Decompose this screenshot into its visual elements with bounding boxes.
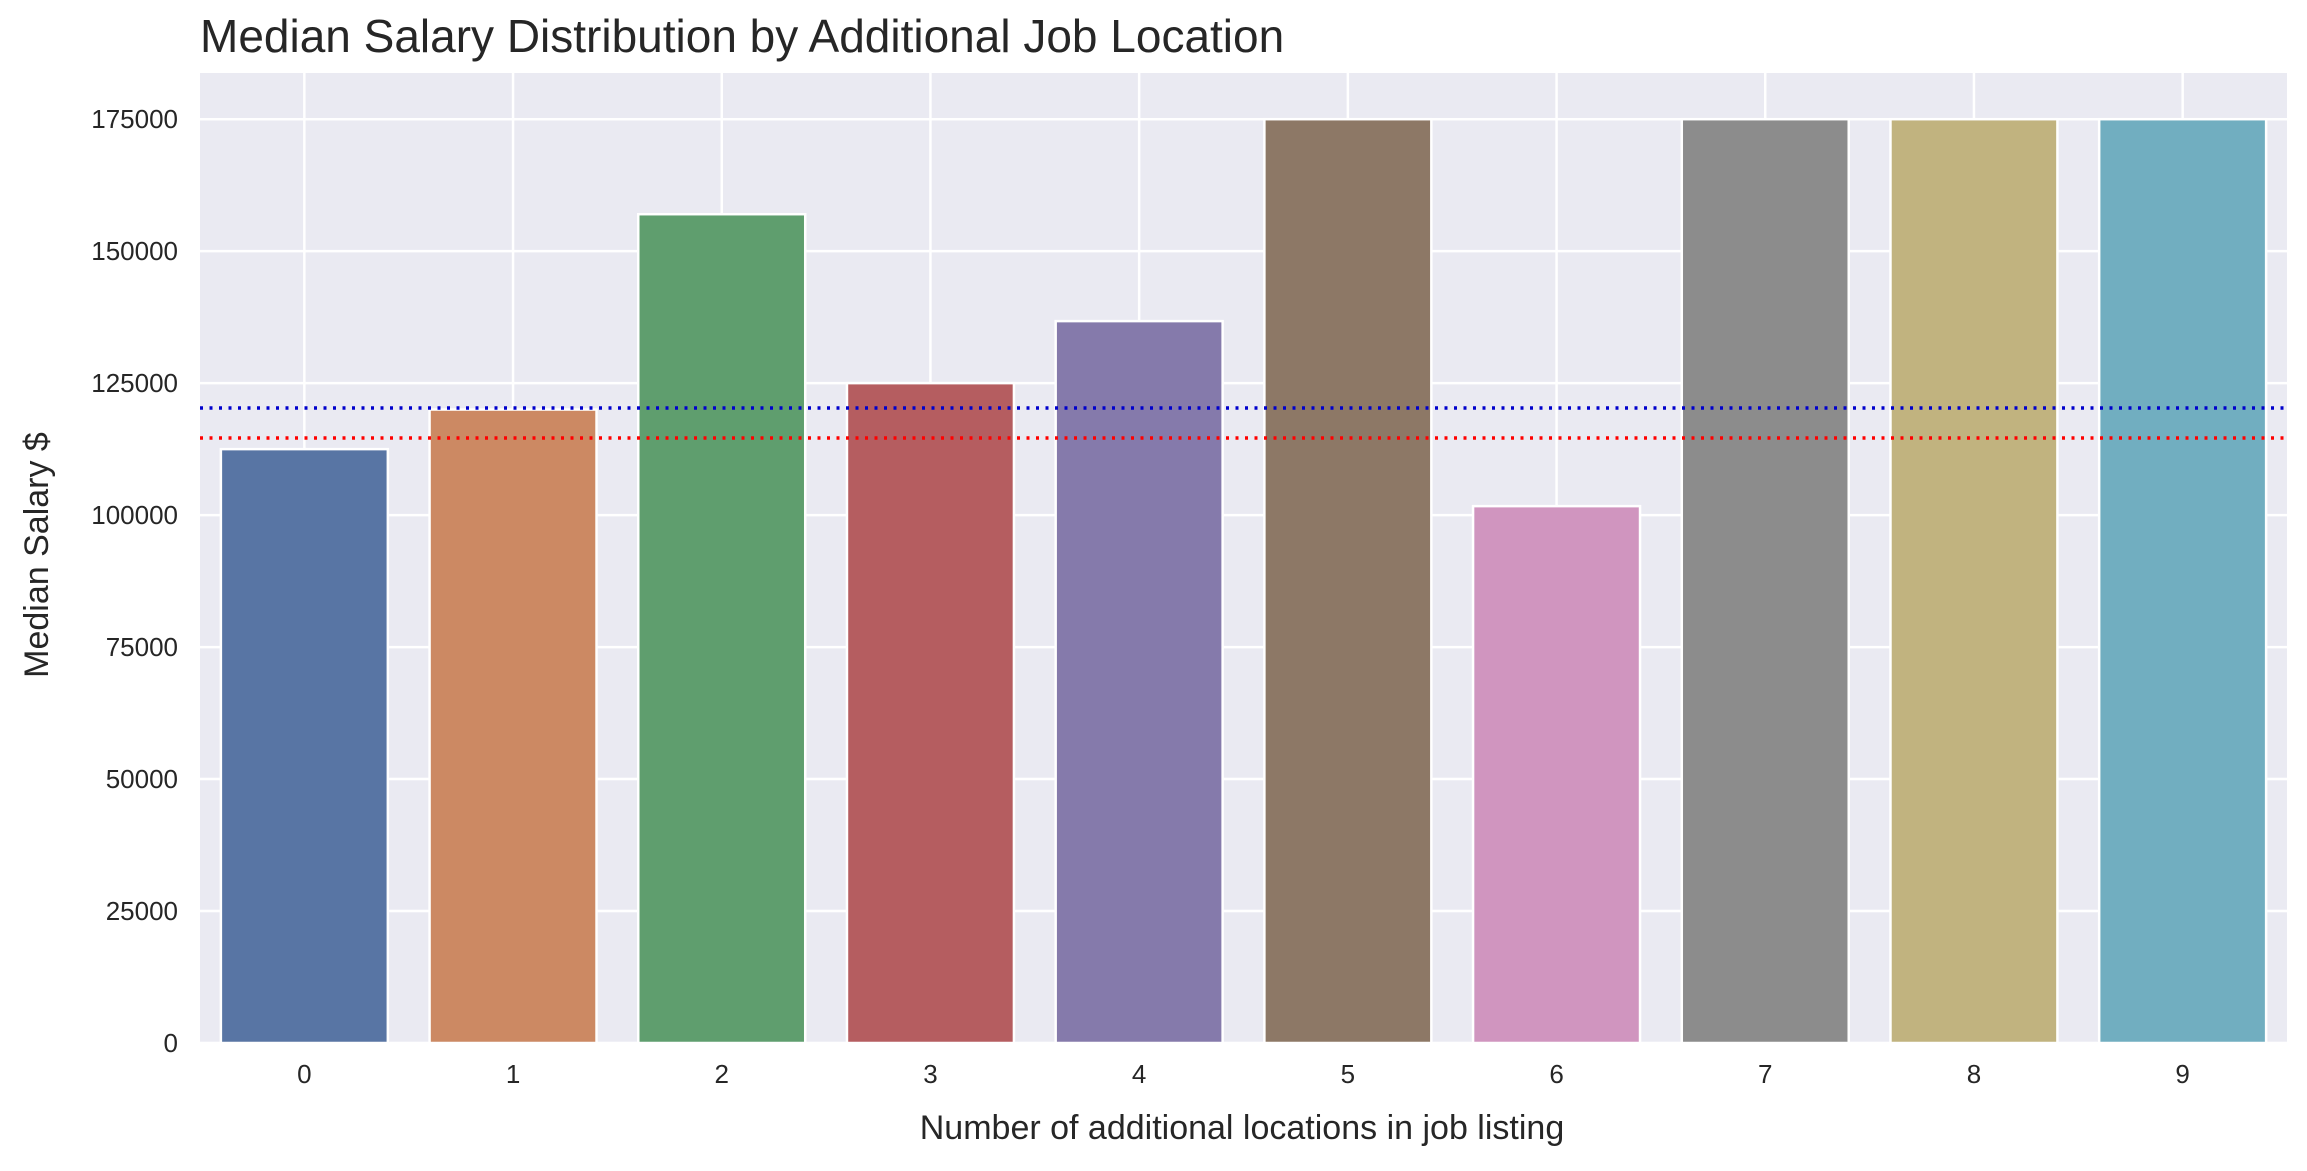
x-tick-label: 2	[715, 1059, 729, 1089]
bar-2	[637, 212, 807, 1045]
x-tick-label: 7	[1758, 1059, 1772, 1089]
x-tick-label: 1	[506, 1059, 520, 1089]
x-tick-label: 8	[1967, 1059, 1981, 1089]
y-axis-label: Median Salary $	[18, 432, 56, 678]
x-tick-label: 3	[923, 1059, 937, 1089]
y-tick-labels: 0 25000 50000 75000 100000 125000 150000 175000	[91, 104, 178, 1058]
x-tick-label: 4	[1132, 1059, 1146, 1089]
x-tick-label: 0	[297, 1059, 311, 1089]
bar-9	[2097, 117, 2268, 1045]
y-tick-label: 125000	[91, 368, 178, 398]
bar-8	[1889, 117, 2059, 1045]
bar-7	[1680, 117, 1850, 1045]
y-tick-label: 150000	[91, 236, 178, 266]
x-axis-label: Number of additional locations in job li…	[920, 1109, 1564, 1147]
bar-5	[1263, 117, 1433, 1045]
bar-1	[428, 408, 598, 1045]
y-tick-label: 50000	[106, 764, 178, 794]
x-tick-label: 5	[1341, 1059, 1355, 1089]
y-tick-label: 25000	[106, 896, 178, 926]
bars	[219, 117, 2268, 1045]
y-tick-label: 75000	[106, 632, 178, 662]
x-tick-labels: 0 1 2 3 4 5 6 7 8 9	[297, 1059, 2190, 1089]
x-tick-label: 6	[1549, 1059, 1563, 1089]
chart-title: Median Salary Distribution by Additional…	[200, 10, 1284, 62]
bar-6	[1471, 504, 1642, 1045]
x-tick-label: 9	[2175, 1059, 2189, 1089]
bar-3	[845, 381, 1016, 1045]
y-tick-label: 100000	[91, 500, 178, 530]
y-tick-label: 175000	[91, 104, 178, 134]
y-tick-label: 0	[164, 1028, 178, 1058]
reference-lines	[200, 406, 2287, 440]
bar-0	[219, 447, 390, 1045]
bar-4	[1054, 319, 1224, 1045]
